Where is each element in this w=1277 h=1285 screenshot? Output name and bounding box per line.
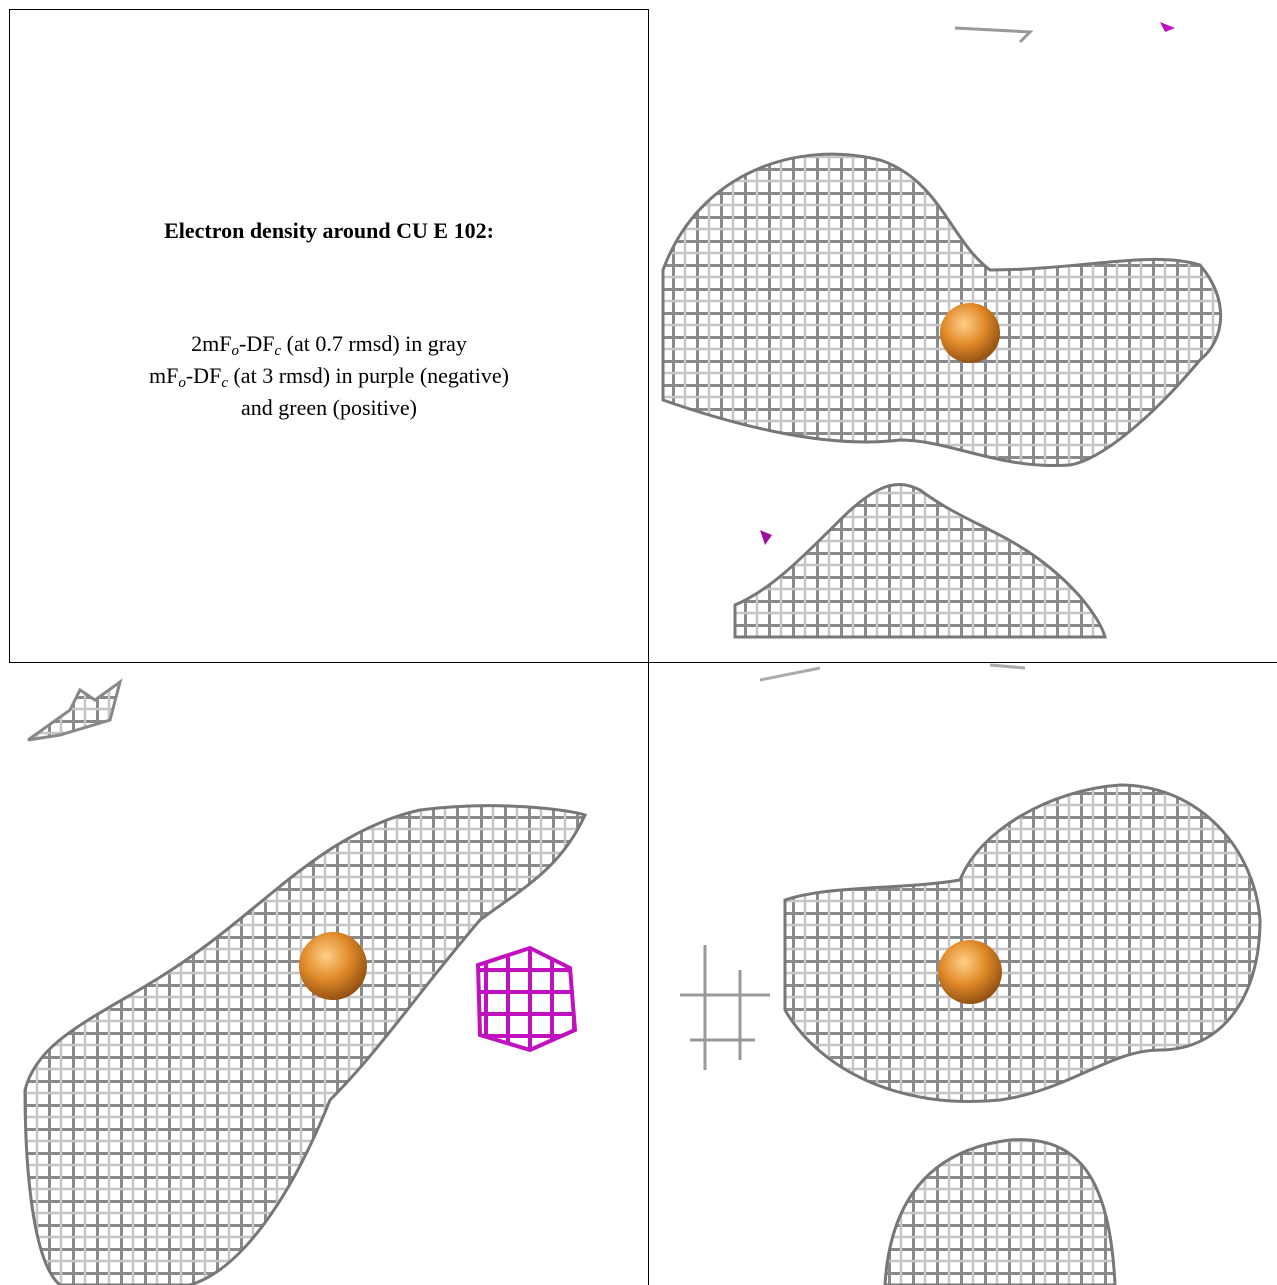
cu-atom [299, 932, 367, 1000]
subscript: o [178, 375, 186, 391]
subscript: o [231, 343, 240, 359]
negative-density [1160, 22, 1175, 32]
density-mesh [23, 804, 588, 1285]
table-borders [9, 9, 1277, 1285]
density-mesh [783, 783, 1262, 1104]
density-mesh [883, 1138, 1117, 1285]
cu-atom [938, 940, 1002, 1004]
panel-bottom-left [23, 678, 588, 1285]
panel-bottom-right [680, 663, 1262, 1285]
caption-line: 2mFo-DFc (at 0.7 rmsd) in gray [10, 328, 648, 360]
text: (at 3 rmsd) in purple (negative) [227, 363, 509, 388]
caption-line: mFo-DFc (at 3 rmsd) in purple (negative) [10, 360, 648, 392]
density-mesh [661, 152, 1223, 468]
density-mesh [733, 483, 1108, 639]
subscript: c [274, 343, 282, 359]
caption-lines: 2mFo-DFc (at 0.7 rmsd) in gray mFo-DFc (a… [10, 328, 648, 424]
panel-top-right [661, 22, 1223, 639]
text: (at 0.7 rmsd) in gray [281, 331, 467, 356]
text: 2mF [191, 331, 232, 356]
caption: Electron density around CU E 102: 2mFo-D… [10, 10, 648, 662]
negative-density [475, 945, 578, 1053]
negative-density [760, 530, 772, 545]
caption-title: Electron density around CU E 102: [164, 218, 494, 243]
cu-atom [940, 303, 1000, 363]
text: mF [149, 363, 179, 388]
density-fragment [954, 26, 1034, 44]
subscript: c [221, 375, 228, 391]
caption-line: and green (positive) [10, 392, 648, 424]
text: -DF [185, 363, 222, 388]
text: and green (positive) [241, 395, 417, 420]
density-fragment [680, 945, 770, 1070]
density-fragment [759, 663, 1026, 682]
text: -DF [239, 331, 275, 356]
density-fragment [27, 678, 123, 742]
